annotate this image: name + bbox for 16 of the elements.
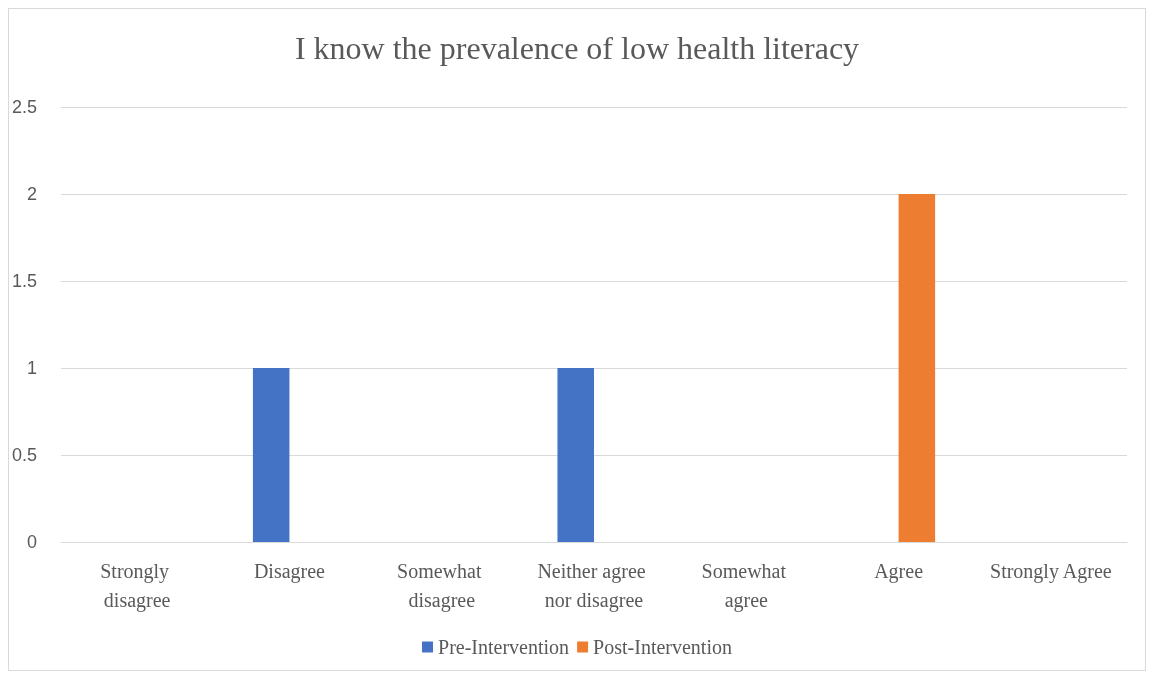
y-tick-label: 1: [27, 358, 38, 378]
x-tick-label: Disagree: [253, 559, 326, 583]
legend-label: Pre-Intervention: [438, 636, 570, 658]
x-tick-label: Strongly disagree: [100, 559, 175, 612]
x-tick-label: Neither agree nor disagree: [537, 559, 651, 612]
x-tick-label: Strongly Agree: [990, 559, 1112, 583]
legend-label: Post-Intervention: [593, 636, 732, 658]
chart-title: I know the prevalence of low health literacy: [294, 30, 860, 66]
y-tick-label: 2.5: [11, 97, 38, 117]
y-tick-label: 1.5: [11, 271, 38, 291]
x-tick-label: Somewhat agree: [701, 559, 792, 612]
y-tick-label: 0.5: [11, 445, 38, 465]
x-tick-label: Somewhat disagree: [397, 559, 487, 612]
y-tick-label: 0: [27, 532, 38, 552]
x-tick-label: Agree: [874, 559, 924, 583]
y-tick-label: 2: [27, 184, 38, 204]
